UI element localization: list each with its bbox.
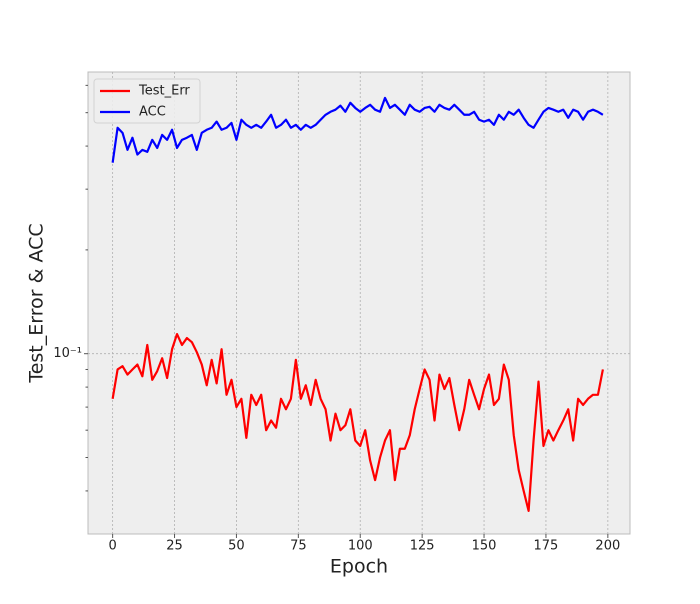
x-tick-label: 50 (228, 539, 245, 554)
x-tick-label: 75 (290, 539, 307, 554)
x-tick-label: 200 (595, 539, 620, 554)
x-tick-label: 100 (348, 539, 373, 554)
legend-label: Test_Err (138, 84, 190, 99)
plot-area (87, 71, 631, 535)
y-axis-label: Test_Error & ACC (26, 223, 48, 383)
x-tick-label: 25 (166, 539, 183, 554)
legend-label: ACC (139, 105, 166, 120)
x-axis-label: Epoch (330, 556, 388, 578)
x-tick-label: 125 (410, 539, 435, 554)
x-tick-label: 175 (534, 539, 559, 554)
data-line (111, 332, 604, 513)
y-tick-label: 10⁻¹ (53, 346, 82, 361)
data-line (111, 96, 604, 163)
x-tick-label: 150 (472, 539, 497, 554)
x-tick-label: 0 (108, 539, 116, 554)
